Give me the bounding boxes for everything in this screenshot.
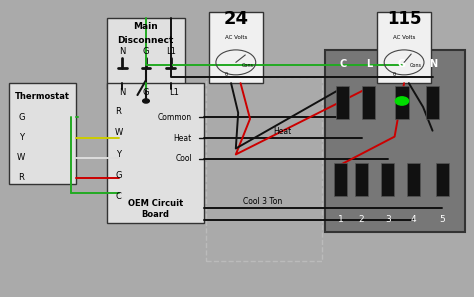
Text: Common: Common — [158, 113, 192, 122]
Text: W: W — [114, 128, 123, 137]
Text: C: C — [116, 192, 121, 201]
Text: AC Volts: AC Volts — [225, 35, 247, 40]
Text: Cons: Cons — [410, 63, 422, 68]
Text: Y: Y — [116, 150, 121, 159]
Text: W: W — [17, 153, 26, 162]
Bar — [9, 83, 76, 184]
Text: R: R — [116, 107, 121, 116]
Text: Board: Board — [141, 210, 169, 219]
Bar — [334, 163, 347, 196]
Text: Thermostat: Thermostat — [15, 92, 70, 101]
Text: G: G — [398, 59, 406, 69]
Text: L1: L1 — [166, 48, 175, 56]
Text: G: G — [115, 171, 122, 180]
Text: Cool: Cool — [175, 154, 192, 163]
Bar — [355, 163, 368, 196]
Text: Disconnect: Disconnect — [118, 36, 174, 45]
Bar — [362, 86, 375, 119]
Text: N: N — [119, 48, 126, 56]
Bar — [395, 86, 409, 119]
Text: Heat: Heat — [273, 127, 291, 136]
Text: L1: L1 — [170, 88, 179, 97]
Text: L: L — [365, 59, 372, 69]
Text: C: C — [339, 59, 346, 69]
Text: 5: 5 — [439, 215, 445, 224]
Text: OEM Circuit: OEM Circuit — [128, 199, 183, 208]
Text: AC Volts: AC Volts — [393, 35, 415, 40]
Circle shape — [143, 99, 149, 103]
Text: Y: Y — [19, 133, 24, 142]
Bar — [336, 86, 349, 119]
Text: G: G — [143, 48, 149, 56]
Bar — [209, 12, 263, 83]
Text: G: G — [18, 113, 25, 122]
Text: N: N — [428, 59, 437, 69]
Text: 0: 0 — [225, 72, 228, 77]
Bar — [426, 86, 439, 119]
Bar — [325, 50, 465, 232]
Text: 0: 0 — [393, 72, 396, 77]
Circle shape — [395, 97, 409, 105]
Bar — [377, 12, 431, 83]
Text: 115: 115 — [387, 10, 421, 28]
Text: 4: 4 — [411, 215, 417, 224]
Text: Cons: Cons — [242, 63, 254, 68]
Text: 2: 2 — [359, 215, 365, 224]
Text: 3: 3 — [385, 215, 391, 224]
Text: Heat: Heat — [173, 134, 192, 143]
Bar — [107, 18, 185, 89]
Text: 24: 24 — [223, 10, 248, 28]
Text: 1: 1 — [337, 215, 343, 224]
Bar — [381, 163, 394, 196]
Text: Cool 3 Ton: Cool 3 Ton — [244, 197, 283, 206]
Bar — [407, 163, 420, 196]
Bar — [206, 77, 322, 261]
Text: G: G — [143, 88, 149, 97]
Bar — [436, 163, 449, 196]
Text: N: N — [119, 88, 126, 97]
Text: R: R — [18, 173, 24, 182]
Text: Main: Main — [133, 22, 158, 31]
Bar — [107, 83, 204, 223]
